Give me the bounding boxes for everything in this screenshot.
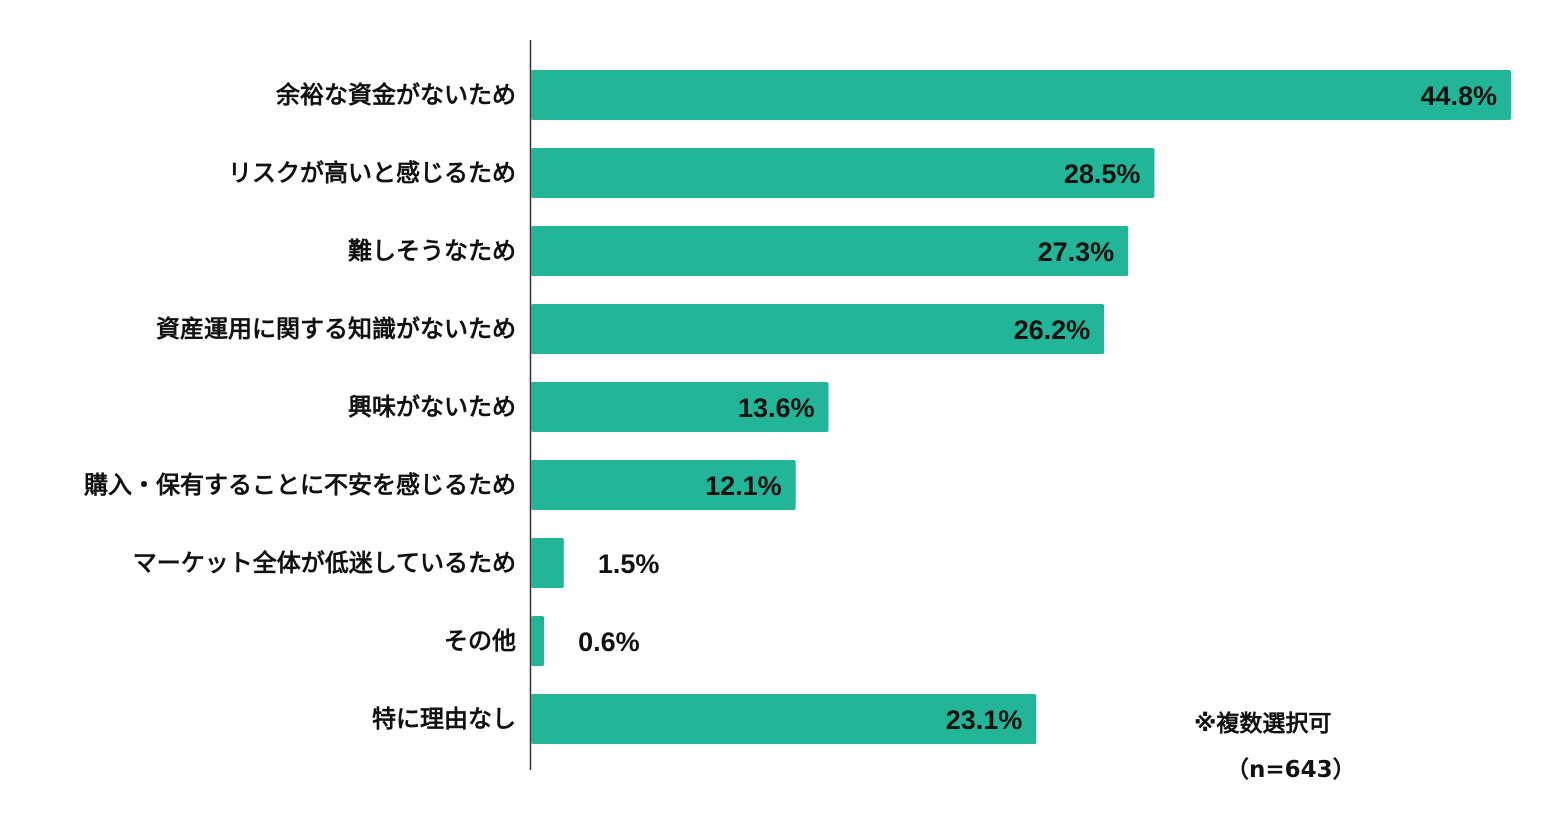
category-label-0: 余裕な資金がないため bbox=[275, 81, 516, 109]
value-label-5: 12.1% bbox=[705, 471, 782, 501]
bar-4 bbox=[531, 382, 829, 432]
category-label-3: 資産運用に関する知識がないため bbox=[156, 315, 516, 343]
value-label-3: 26.2% bbox=[1014, 315, 1091, 345]
bar-2 bbox=[531, 226, 1129, 276]
category-label-2: 難しそうなため bbox=[348, 237, 516, 265]
value-label-1: 28.5% bbox=[1064, 159, 1141, 189]
category-label-6: マーケット全体が低迷しているため bbox=[133, 549, 516, 577]
category-label-7: その他 bbox=[444, 627, 516, 655]
value-label-7: 0.6% bbox=[578, 627, 640, 657]
note-multiple-choice: ※複数選択可 bbox=[1194, 711, 1332, 737]
category-label-5: 購入・保有することに不安を感じるため bbox=[84, 471, 516, 499]
bar-8 bbox=[531, 694, 1037, 744]
value-label-8: 23.1% bbox=[946, 705, 1023, 735]
bar-1 bbox=[531, 148, 1155, 198]
value-label-0: 44.8% bbox=[1420, 81, 1497, 111]
bar-5 bbox=[531, 460, 796, 510]
category-label-4: 興味がないため bbox=[348, 393, 516, 421]
value-label-6: 1.5% bbox=[598, 549, 660, 579]
category-label-8: 特に理由なし bbox=[372, 705, 516, 733]
value-label-2: 27.3% bbox=[1038, 237, 1115, 267]
value-label-4: 13.6% bbox=[738, 393, 815, 423]
bar-7 bbox=[531, 616, 545, 666]
labels-layer: 余裕な資金がないため 44.8% リスクが高いと感じるため 28.5% 難しそうなため 2… bbox=[84, 81, 1497, 735]
note-sample-size: （n=643） bbox=[1226, 757, 1356, 783]
bar-3 bbox=[531, 304, 1105, 354]
bar-6 bbox=[531, 538, 564, 588]
bar-0 bbox=[531, 70, 1511, 120]
bars-layer bbox=[531, 70, 1511, 744]
category-label-1: リスクが高いと感じるため bbox=[228, 159, 516, 187]
